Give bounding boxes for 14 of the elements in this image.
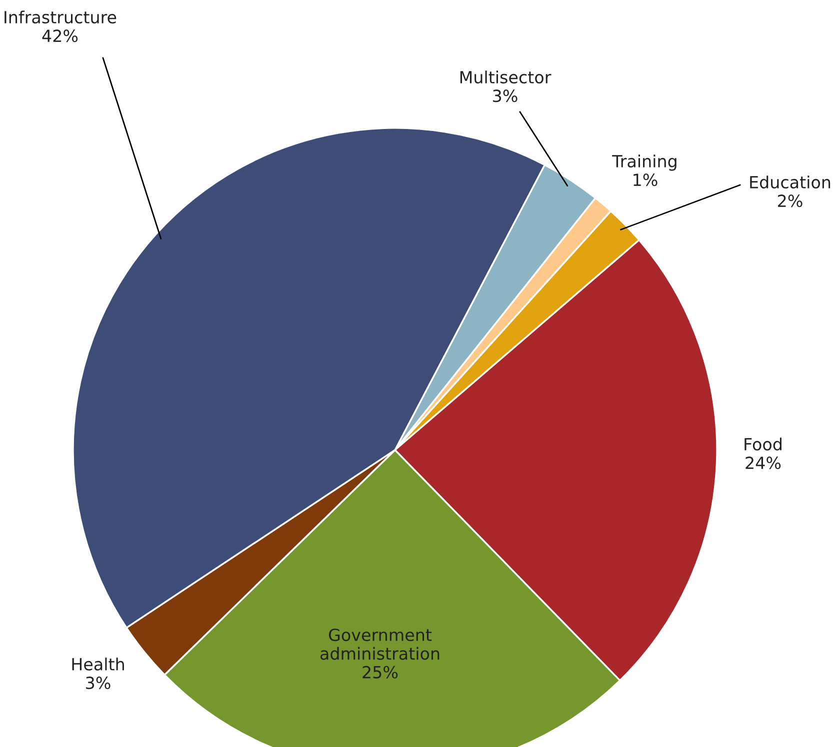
slice-label: Multisector	[460, 70, 552, 84]
data-label: 42%	[42, 30, 78, 42]
data-label: 3%	[86, 676, 110, 690]
slice-label: Health	[72, 658, 124, 671]
data-label: 3%	[493, 90, 518, 102]
data-label: 24%	[746, 456, 781, 470]
data-label: 2%	[778, 194, 802, 208]
slice-label: Training	[612, 154, 676, 171]
data-label: 25%	[362, 666, 398, 678]
slice-label: Infrastructure	[4, 10, 116, 24]
slice-label: Education	[750, 176, 830, 189]
slice-label: Food	[744, 438, 782, 451]
data-label: 1%	[634, 174, 658, 186]
slice-label: Government administration	[320, 628, 440, 660]
